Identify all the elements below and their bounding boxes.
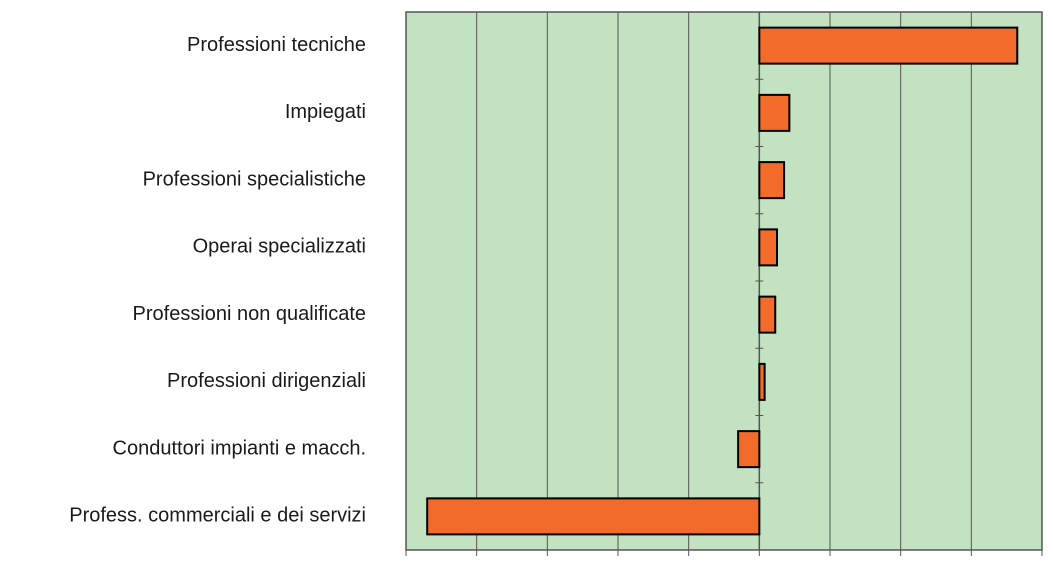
- bar: [758, 295, 777, 334]
- bar: [758, 93, 791, 132]
- y-tick-label: Profess. commerciali e dei servizi: [69, 505, 366, 527]
- y-tick-label: Conduttori impianti e macch.: [113, 437, 366, 459]
- plot-border: [405, 11, 1043, 551]
- y-tick-label: Professioni non qualificate: [133, 303, 366, 325]
- bar: [758, 26, 1019, 65]
- bar: [737, 430, 761, 469]
- y-tick-label: Impiegati: [285, 101, 366, 123]
- y-tick-label: Professioni specialistiche: [143, 168, 366, 190]
- bar: [426, 497, 761, 536]
- bar: [758, 362, 766, 401]
- y-tick-label: Operai specializzati: [193, 236, 366, 258]
- y-tick-label: Professioni tecniche: [187, 34, 366, 56]
- bar: [758, 161, 786, 200]
- plot-area: [406, 12, 1042, 550]
- bar: [758, 228, 778, 267]
- y-tick-label: Professioni dirigenziali: [167, 370, 366, 392]
